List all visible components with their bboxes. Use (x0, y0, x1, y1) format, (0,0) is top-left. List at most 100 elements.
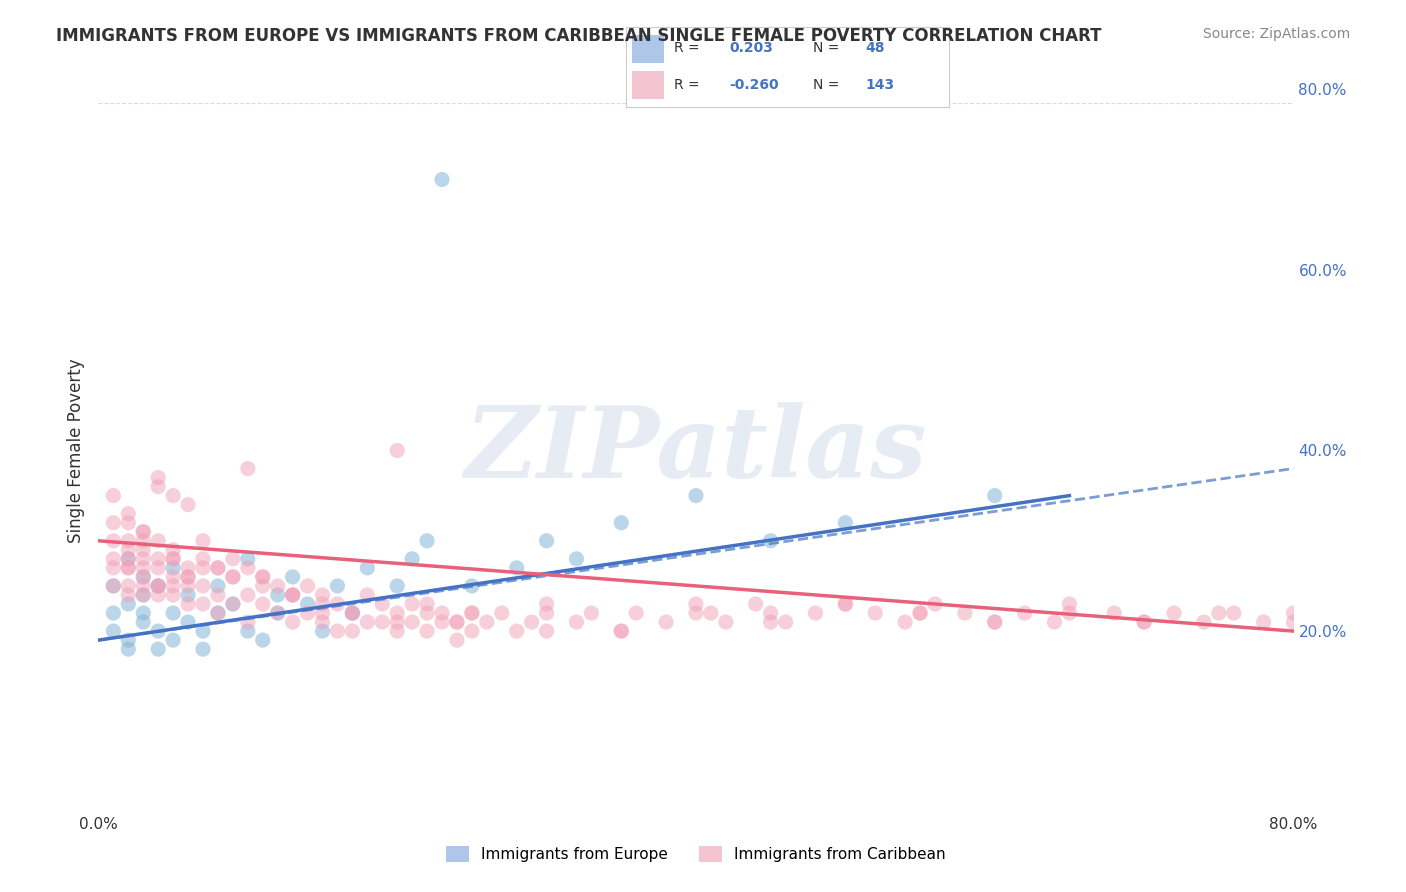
Point (1192, 615, 1215, 629)
Point (252, 570, 274, 584)
Point (430, 172, 453, 186)
Point (506, 561, 529, 575)
Point (416, 533, 439, 548)
Point (117, 588, 139, 602)
Point (326, 579, 349, 593)
Text: 0.203: 0.203 (730, 41, 773, 55)
Text: R =: R = (675, 78, 700, 92)
Point (759, 606, 782, 620)
Point (191, 597, 214, 611)
Point (416, 624, 439, 639)
Point (342, 606, 364, 620)
Point (984, 615, 1007, 629)
Legend: Immigrants from Europe, Immigrants from Caribbean: Immigrants from Europe, Immigrants from … (446, 846, 946, 862)
Point (759, 615, 782, 629)
Point (117, 533, 139, 548)
Point (685, 597, 707, 611)
Point (326, 597, 349, 611)
Point (1059, 597, 1081, 611)
Point (342, 606, 364, 620)
Point (297, 597, 319, 611)
Point (984, 615, 1007, 629)
Point (117, 561, 139, 575)
Point (236, 615, 259, 629)
Point (311, 606, 333, 620)
Point (252, 597, 274, 611)
Point (267, 606, 290, 620)
Point (177, 615, 200, 629)
Point (506, 624, 529, 639)
Point (446, 633, 468, 648)
Point (148, 480, 170, 494)
Point (430, 606, 453, 620)
Point (252, 579, 274, 593)
Point (117, 507, 139, 521)
Point (148, 470, 170, 484)
Text: 143: 143 (865, 78, 894, 92)
Point (610, 624, 633, 639)
Point (162, 633, 184, 648)
Point (222, 570, 245, 584)
Point (222, 570, 245, 584)
Point (565, 551, 588, 566)
Point (103, 579, 125, 593)
Point (700, 606, 723, 620)
Text: -0.260: -0.260 (730, 78, 779, 92)
Point (475, 615, 498, 629)
Point (103, 533, 125, 548)
Point (103, 489, 125, 503)
Point (117, 642, 139, 657)
Point (461, 606, 484, 620)
Point (207, 606, 229, 620)
Point (565, 615, 588, 629)
Point (1208, 606, 1230, 620)
Point (236, 561, 259, 575)
Point (207, 606, 229, 620)
Point (132, 524, 155, 539)
Point (1133, 615, 1156, 629)
Point (117, 561, 139, 575)
Point (1133, 615, 1156, 629)
Point (924, 597, 946, 611)
Point (356, 588, 378, 602)
Point (401, 615, 423, 629)
Point (132, 615, 155, 629)
Point (908, 606, 931, 620)
Point (267, 588, 290, 602)
Text: ZIPatlas: ZIPatlas (465, 402, 927, 499)
Point (162, 489, 184, 503)
Point (132, 570, 155, 584)
Point (162, 542, 184, 557)
Point (162, 588, 184, 602)
Point (117, 551, 139, 566)
Point (103, 516, 125, 530)
Point (103, 561, 125, 575)
Point (461, 579, 484, 593)
Point (714, 615, 737, 629)
Point (745, 597, 768, 611)
Point (132, 533, 155, 548)
Point (148, 533, 170, 548)
Point (834, 597, 856, 611)
Point (446, 615, 468, 629)
Y-axis label: Single Female Poverty: Single Female Poverty (66, 359, 84, 542)
Point (148, 551, 170, 566)
Point (581, 606, 603, 620)
Point (1043, 615, 1066, 629)
Point (191, 579, 214, 593)
Point (148, 579, 170, 593)
Point (356, 615, 378, 629)
Point (162, 551, 184, 566)
Point (536, 533, 558, 548)
Point (117, 551, 139, 566)
Point (103, 606, 125, 620)
Point (207, 588, 229, 602)
Point (1223, 606, 1246, 620)
Point (685, 606, 707, 620)
Point (267, 579, 290, 593)
Point (132, 570, 155, 584)
Point (491, 606, 513, 620)
Point (162, 570, 184, 584)
Point (416, 597, 439, 611)
Text: N =: N = (813, 78, 839, 92)
